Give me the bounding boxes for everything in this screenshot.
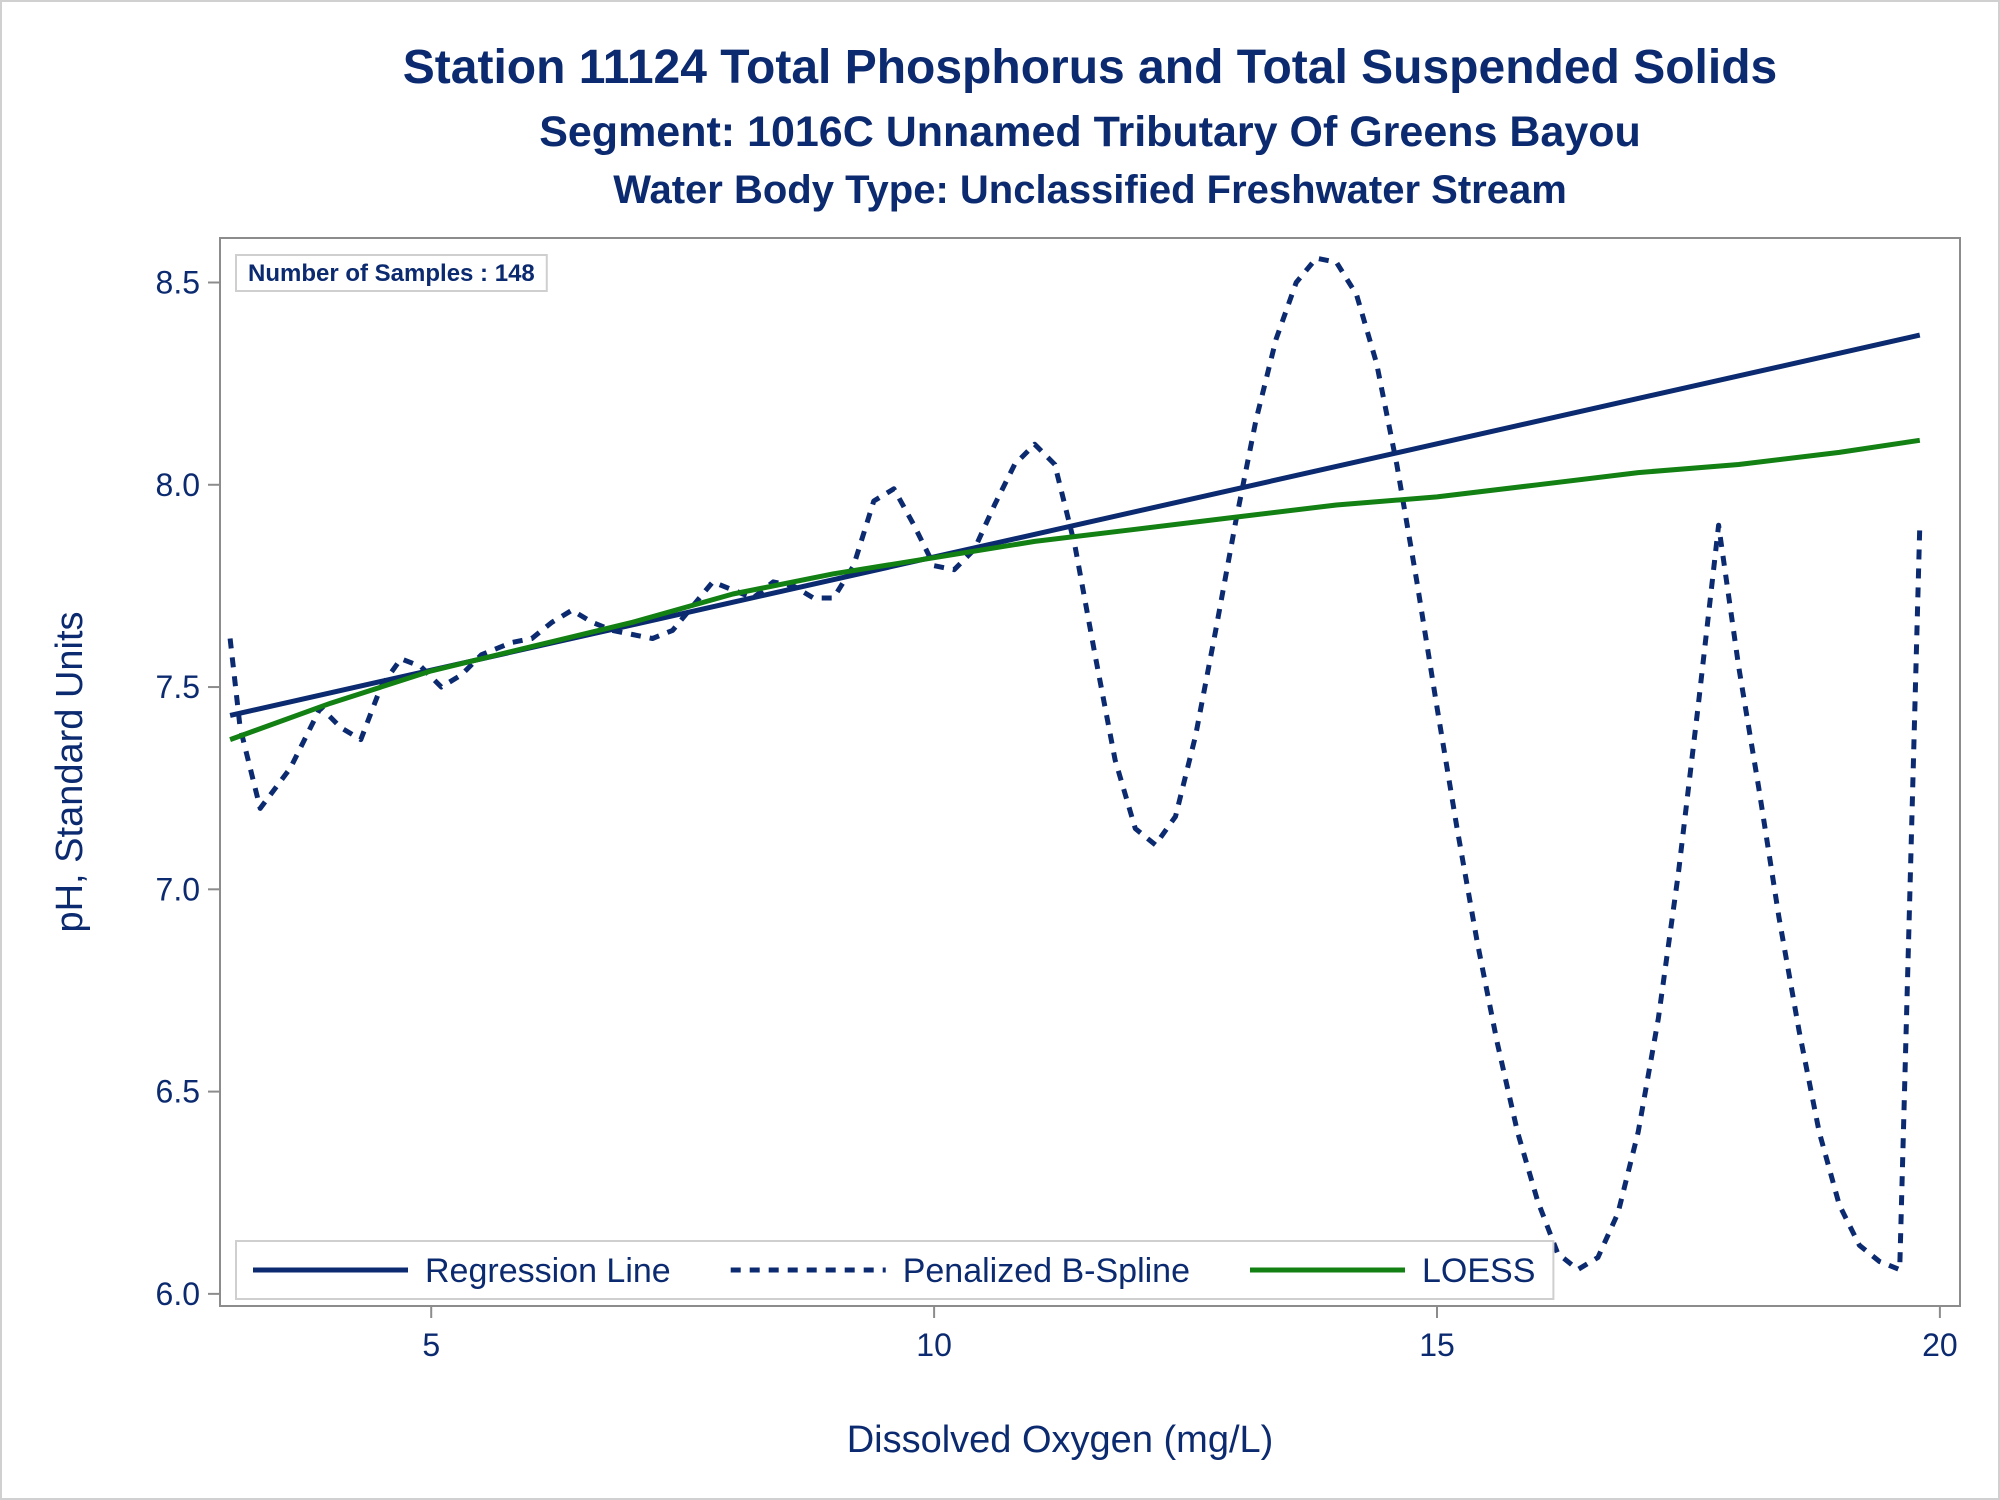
legend-label-penalized-b-spline: Penalized B-Spline [903, 1252, 1190, 1290]
chart-subtitle-waterbody: Water Body Type: Unclassified Freshwater… [613, 168, 1567, 212]
series-line-penalized-b-spline [227, 255, 1923, 1273]
x-tick-label: 15 [1419, 1327, 1455, 1363]
plot-area [219, 237, 1961, 1307]
y-tick-label: 6.0 [156, 1276, 200, 1312]
legend-label-regression-line: Regression Line [425, 1252, 671, 1290]
sample-count-text: Number of Samples : 148 [248, 260, 535, 287]
y-tick-label: 6.5 [156, 1074, 200, 1110]
chart-subtitle-segment: Segment: 1016C Unnamed Tributary Of Gree… [539, 108, 1641, 156]
y-axis-title: pH, Standard Units [49, 611, 91, 932]
series-line-loess [229, 437, 1921, 742]
y-tick-label: 8.5 [156, 265, 200, 301]
x-tick-label: 20 [1922, 1327, 1958, 1363]
x-tick-label: 5 [422, 1327, 440, 1363]
inset-box [235, 254, 548, 292]
sample-count-inset: Number of Samples : 148 [235, 254, 548, 292]
legend: Regression Line Penalized B-Spline LOESS [235, 1240, 1555, 1300]
x-tick-label: 10 [916, 1327, 952, 1363]
y-tick-label: 8.0 [156, 467, 200, 503]
chart-title: Station 11124 Total Phosphorus and Total… [402, 41, 1778, 94]
y-axis: 6.0 6.5 7.0 7.5 8.0 8.5 [156, 265, 220, 1312]
x-axis: 5 10 15 20 [422, 1306, 1958, 1363]
legend-label-loess: LOESS [1422, 1252, 1535, 1290]
series-group [227, 255, 1923, 1273]
y-tick-label: 7.5 [156, 669, 200, 705]
x-axis-title: Dissolved Oxygen (mg/L) [847, 1419, 1274, 1461]
y-tick-label: 7.0 [156, 871, 200, 907]
